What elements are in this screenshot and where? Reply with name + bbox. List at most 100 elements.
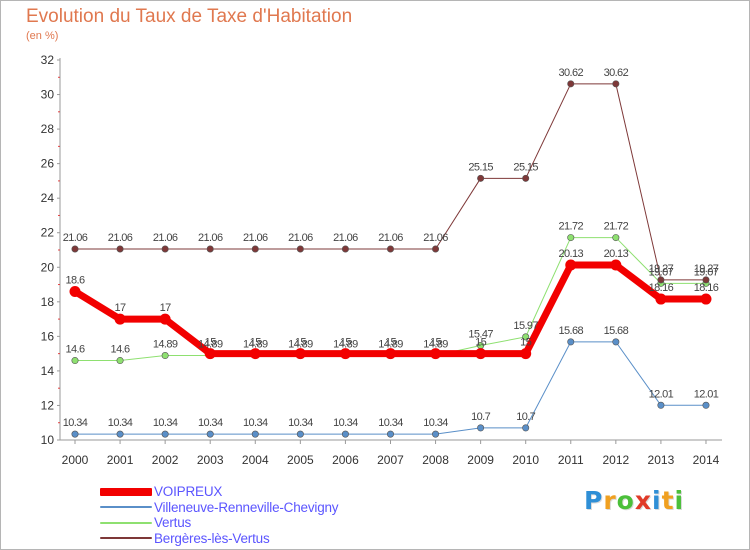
value-label-vertus: 14.89 [243, 339, 268, 351]
point-berg-res-l-s-vertus [477, 174, 485, 182]
value-label-villeneuve-renneville-chevigny: 10.34 [378, 417, 403, 429]
y-tick-label: 16 [41, 329, 55, 343]
value-label-villeneuve-renneville-chevigny: 10.7 [516, 411, 535, 423]
value-label-villeneuve-renneville-chevigny: 10.7 [471, 411, 490, 423]
value-label-vertus: 19.07 [649, 266, 674, 278]
value-label-berg-res-l-s-vertus: 21.06 [333, 232, 358, 244]
legend-label-bergeres: Bergères-lès-Vertus [154, 530, 270, 546]
y-tick-label: 32 [41, 53, 55, 67]
y-tick-label: 18 [41, 295, 55, 309]
legend-swatch-villeneuve [100, 506, 152, 509]
point-villeneuve-renneville-chevigny [432, 430, 440, 438]
value-label-villeneuve-renneville-chevigny: 10.34 [63, 417, 88, 429]
point-berg-res-l-s-vertus [612, 80, 620, 88]
point-berg-res-l-s-vertus [657, 276, 665, 284]
value-label-berg-res-l-s-vertus: 30.62 [559, 67, 584, 79]
value-label-villeneuve-renneville-chevigny: 10.34 [333, 417, 358, 429]
point-villeneuve-renneville-chevigny [386, 430, 394, 438]
point-villeneuve-renneville-chevigny [296, 430, 304, 438]
value-label-villeneuve-renneville-chevigny: 10.34 [423, 417, 448, 429]
value-label-berg-res-l-s-vertus: 21.06 [378, 232, 403, 244]
point-vertus [71, 357, 79, 365]
point-villeneuve-renneville-chevigny [206, 430, 214, 438]
point-berg-res-l-s-vertus [386, 245, 394, 253]
value-label-berg-res-l-s-vertus: 25.15 [468, 161, 493, 173]
y-tick-label: 28 [41, 122, 55, 136]
value-label-vertus: 14.89 [378, 339, 403, 351]
value-label-voipreux: 15 [250, 337, 262, 349]
point-voipreux [69, 285, 81, 297]
y-tick-label: 30 [41, 88, 55, 102]
point-berg-res-l-s-vertus [341, 245, 349, 253]
value-label-voipreux: 20.13 [604, 248, 629, 260]
x-tick-label: 2011 [558, 453, 584, 467]
x-tick-label: 2012 [602, 453, 629, 467]
value-label-villeneuve-renneville-chevigny: 15.68 [604, 325, 629, 337]
value-label-voipreux: 17 [115, 302, 127, 314]
value-label-voipreux: 20.13 [559, 248, 584, 260]
x-tick-label: 2010 [512, 453, 539, 467]
point-villeneuve-renneville-chevigny [702, 401, 710, 409]
legend-item-vertus: Vertus [100, 515, 338, 531]
value-label-berg-res-l-s-vertus: 19.27 [694, 263, 719, 275]
point-voipreux [655, 293, 667, 305]
value-label-vertus: 14.89 [288, 339, 313, 351]
unit-label: (en %) [26, 30, 59, 42]
value-label-villeneuve-renneville-chevigny: 10.34 [153, 417, 178, 429]
point-berg-res-l-s-vertus [522, 174, 530, 182]
point-berg-res-l-s-vertus [161, 245, 169, 253]
value-label-berg-res-l-s-vertus: 21.06 [243, 232, 268, 244]
point-voipreux [384, 348, 396, 360]
x-tick-label: 2013 [648, 453, 675, 467]
value-label-vertus: 14.89 [153, 339, 178, 351]
value-label-voipreux: 17 [160, 302, 172, 314]
y-tick-label: 14 [41, 364, 55, 378]
point-voipreux [610, 259, 622, 271]
point-voipreux [339, 348, 351, 360]
value-label-voipreux: 15 [340, 337, 352, 349]
point-villeneuve-renneville-chevigny [71, 430, 79, 438]
point-berg-res-l-s-vertus [567, 80, 575, 88]
value-label-berg-res-l-s-vertus: 21.06 [63, 232, 88, 244]
point-villeneuve-renneville-chevigny [341, 430, 349, 438]
value-label-voipreux: 15 [295, 337, 307, 349]
x-tick-label: 2014 [693, 453, 720, 467]
point-villeneuve-renneville-chevigny [116, 430, 124, 438]
x-tick-label: 2008 [422, 453, 449, 467]
value-label-voipreux: 15 [520, 337, 532, 349]
proxiti-logo: Proxiti [584, 486, 685, 515]
point-voipreux [475, 348, 487, 360]
x-tick-label: 2003 [197, 453, 224, 467]
y-tick-label: 20 [41, 260, 55, 274]
legend-label-vertus: Vertus [154, 515, 192, 531]
point-villeneuve-renneville-chevigny [522, 424, 530, 432]
y-tick-label: 22 [41, 226, 55, 240]
legend-label-villeneuve: Villeneuve-Renneville-Chevigny [154, 499, 339, 515]
value-label-vertus: 21.72 [559, 221, 584, 233]
value-label-villeneuve-renneville-chevigny: 15.68 [559, 325, 584, 337]
legend-item-bergeres: Bergères-lès-Vertus [100, 531, 338, 547]
point-voipreux [249, 348, 261, 360]
y-tick-label: 12 [41, 398, 55, 412]
point-voipreux [204, 348, 216, 360]
point-berg-res-l-s-vertus [432, 245, 440, 253]
point-vertus [161, 352, 169, 360]
point-voipreux [114, 313, 126, 325]
point-voipreux [700, 293, 712, 305]
value-label-voipreux: 15 [385, 337, 397, 349]
point-berg-res-l-s-vertus [71, 245, 79, 253]
point-vertus [116, 357, 124, 365]
chart-title: Evolution du Taux de Taxe d'Habitation [26, 6, 353, 27]
x-tick-label: 2005 [287, 453, 314, 467]
legend-item-voipreux: VOIPREUX [100, 484, 338, 500]
value-label-berg-res-l-s-vertus: 19.27 [649, 263, 674, 275]
x-tick-label: 2001 [107, 453, 134, 467]
value-label-vertus: 14.89 [423, 339, 448, 351]
point-berg-res-l-s-vertus [206, 245, 214, 253]
point-villeneuve-renneville-chevigny [251, 430, 259, 438]
value-label-vertus: 14.6 [65, 344, 84, 356]
x-tick-label: 2009 [467, 453, 494, 467]
point-voipreux [294, 348, 306, 360]
x-tick-label: 2000 [62, 453, 89, 467]
value-label-berg-res-l-s-vertus: 30.62 [604, 67, 629, 79]
